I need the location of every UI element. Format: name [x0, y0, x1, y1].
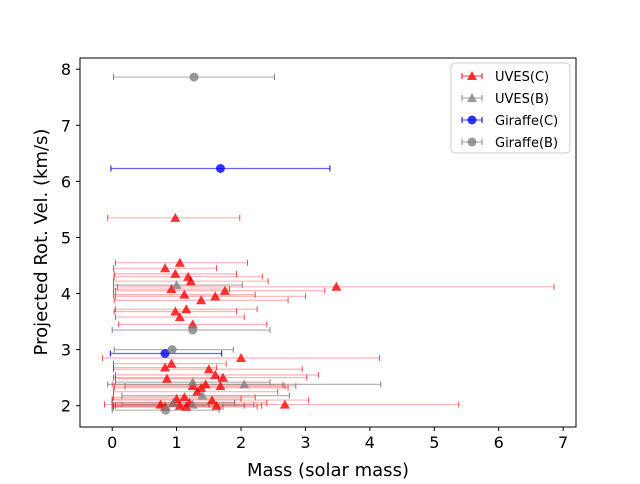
uves-c-point [170, 268, 181, 278]
y-axis-ticks: 2 3 4 5 6 7 8 [61, 60, 80, 416]
legend-box [450, 62, 571, 154]
uves-b-point [187, 399, 198, 409]
uves-b-point [168, 397, 179, 407]
y-tick-label: 4 [61, 285, 71, 304]
uves-c-point [331, 281, 342, 291]
uves-c-point [187, 319, 198, 329]
y-tick-label: 6 [61, 172, 71, 191]
uves-c-point [236, 353, 247, 363]
legend-item-giraffe-b: Giraffe(B) [461, 136, 558, 151]
uves-c-point [166, 358, 177, 368]
uves-c-point [192, 386, 203, 396]
uves-c-point [218, 372, 229, 382]
uves-c-point [170, 306, 181, 316]
x-tick-label: 4 [365, 433, 375, 452]
x-axis-label: Mass (solar mass) [247, 460, 409, 480]
uves-c-point [170, 212, 181, 222]
giraffe-b-point [189, 72, 199, 82]
uves-c-point [179, 289, 190, 299]
uves-c-errorbar [114, 287, 326, 294]
y-tick-label: 3 [61, 341, 71, 360]
uves-c-errorbar [112, 374, 308, 381]
uves-c-point [210, 291, 221, 301]
uves-c-point [207, 395, 218, 405]
y-tick-label: 7 [61, 116, 71, 135]
x-tick-label: 5 [429, 433, 439, 452]
x-tick-label: 3 [300, 433, 310, 452]
uves-c-point [160, 263, 171, 273]
uves-c-point [210, 369, 221, 379]
x-tick-label: 1 [172, 433, 182, 452]
legend-marker [467, 137, 477, 147]
uves-c-point [174, 257, 185, 267]
uves-b-point [171, 280, 182, 290]
legend-label: Giraffe(B) [495, 136, 558, 151]
uves-c-errorbar [114, 293, 306, 300]
legend-label: UVES(B) [495, 92, 549, 107]
uves-c-point [185, 276, 196, 286]
data-markers-layer [155, 72, 342, 415]
uves-c-point [160, 362, 171, 372]
uves-c-point [219, 285, 230, 295]
giraffe-c-point [215, 163, 225, 173]
uves-b-point [187, 377, 198, 387]
legend-item-giraffe-c: Giraffe(C) [461, 114, 558, 129]
x-tick-label: 0 [107, 433, 117, 452]
legend: UVES(C) UVES(B) Giraffe(C) Giraffe(B) [450, 62, 571, 154]
uves-b-point [239, 379, 250, 389]
giraffe-c-point [160, 349, 170, 359]
legend-label: Giraffe(C) [495, 114, 558, 129]
giraffe-b-point [167, 345, 177, 355]
legend-marker [467, 71, 477, 80]
axes-frame [79, 57, 577, 428]
y-tick-label: 8 [61, 60, 71, 79]
legend-label: UVES(C) [495, 70, 549, 85]
uves-c-point [215, 381, 226, 391]
giraffe-b-point [188, 325, 198, 335]
uves-c-point [203, 364, 214, 374]
y-tick-label: 2 [61, 397, 71, 416]
uves-c-point [211, 400, 222, 410]
uves-c-point [174, 400, 185, 410]
uves-b-errorbar [121, 392, 290, 399]
uves-c-point [179, 392, 190, 402]
legend-marker [467, 115, 477, 125]
legend-item-uves-c: UVES(C) [461, 70, 549, 85]
x-axis-ticks: 0 1 2 3 4 5 6 7 [107, 427, 568, 452]
giraffe-b-point [161, 405, 171, 415]
legend-item-uves-b: UVES(B) [461, 92, 549, 107]
y-axis-label: Projected Rot. Vel. (km/s) [31, 129, 52, 356]
x-tick-label: 6 [494, 433, 504, 452]
uves-b-point [197, 390, 208, 400]
uves-c-point [279, 399, 290, 409]
uves-c-point [161, 373, 172, 383]
uves-c-point [200, 379, 211, 389]
uves-c-point [196, 295, 207, 305]
x-tick-label: 7 [558, 433, 568, 452]
uves-c-point [181, 304, 192, 314]
x-tick-label: 2 [236, 433, 246, 452]
legend-marker [467, 93, 477, 102]
y-tick-label: 5 [61, 228, 71, 247]
uves-c-point [174, 312, 185, 322]
uves-c-point [166, 284, 177, 294]
